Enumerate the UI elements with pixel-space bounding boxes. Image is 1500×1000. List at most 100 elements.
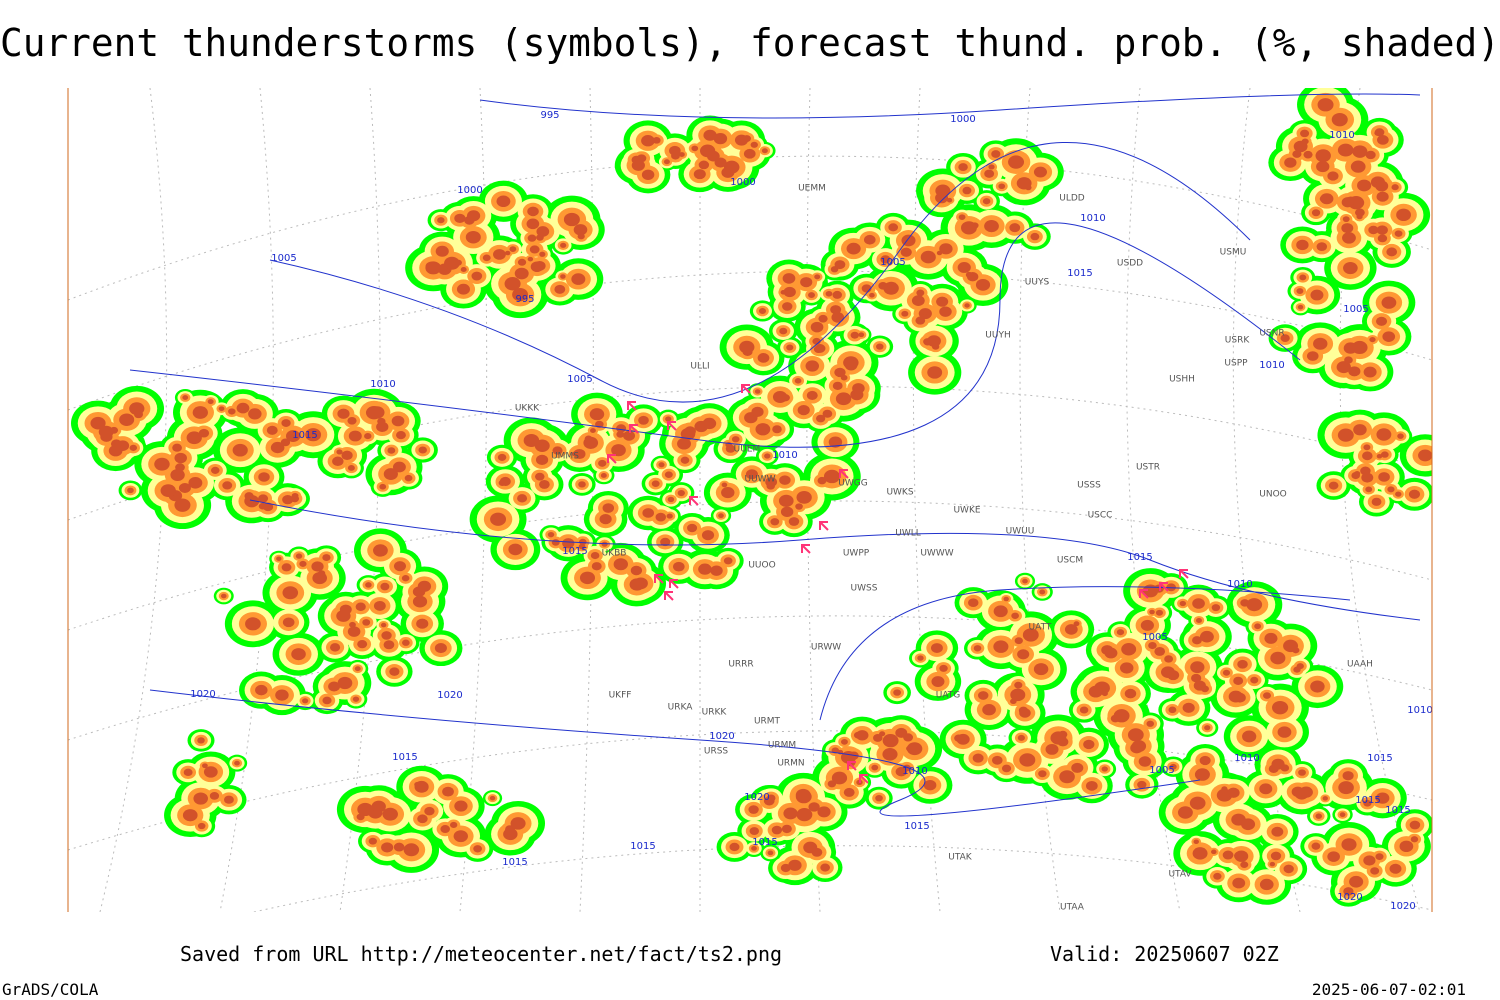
prob-blob [731, 436, 740, 443]
prob-blob [573, 224, 588, 236]
prob-blob [1351, 471, 1360, 480]
prob-blob [193, 792, 208, 805]
prob-blob [858, 332, 865, 338]
station-label: UWUU [1006, 527, 1035, 537]
isobar-label: 1015 [392, 752, 417, 763]
station-label: USSS [1077, 481, 1101, 491]
prob-blob [779, 327, 788, 335]
prob-blob [1148, 641, 1157, 650]
isobar-label: 1005 [880, 257, 905, 268]
thunderstorm-symbols [607, 384, 1189, 784]
prob-blob [1149, 609, 1155, 615]
prob-blob [807, 292, 816, 298]
prob-blob [599, 514, 612, 525]
prob-blob [1271, 826, 1284, 837]
thunderstorm-symbol [607, 454, 617, 464]
prob-blob [554, 284, 566, 294]
prob-blob [503, 828, 518, 841]
prob-blob [1200, 685, 1209, 693]
prob-blob [1237, 659, 1248, 669]
prob-blob [295, 553, 303, 559]
prob-blob [317, 570, 326, 577]
prob-blob [1113, 709, 1130, 723]
prob-blob [170, 469, 185, 481]
prob-blob [482, 254, 491, 262]
prob-blob [529, 245, 540, 254]
prob-blob [1269, 861, 1276, 867]
prob-blob [779, 475, 791, 485]
prob-blob [1154, 646, 1166, 656]
prob-blob [761, 148, 768, 154]
prob-blob [1363, 855, 1376, 866]
prob-blob [796, 808, 813, 822]
prob-blob [721, 482, 728, 488]
prob-blob [1259, 783, 1273, 795]
prob-blob [629, 578, 645, 591]
prob-blob [1361, 472, 1374, 483]
prob-blob [1320, 193, 1334, 205]
prob-blob [402, 639, 410, 646]
station-label: USDD [1117, 259, 1143, 269]
prob-blob [900, 247, 912, 257]
station-label: URKK [702, 708, 728, 718]
prob-blob [465, 230, 481, 244]
prob-blob [578, 543, 586, 550]
station-label: ULDD [1059, 194, 1085, 204]
isobar [479, 93, 1421, 119]
prob-blob [182, 809, 198, 822]
prob-blob [291, 648, 306, 661]
isobar-label: 1010 [1234, 753, 1259, 764]
prob-blob [357, 639, 368, 649]
prob-blob [1397, 433, 1404, 439]
prob-blob [536, 226, 550, 237]
prob-blob [958, 214, 966, 220]
prob-blob [652, 137, 661, 144]
prob-blob [371, 800, 386, 813]
prob-blob [701, 530, 715, 541]
prob-blob [1222, 669, 1231, 676]
isobar [149, 689, 1201, 817]
prob-blob [1270, 851, 1282, 861]
prob-blob [1169, 763, 1177, 770]
prob-blob [1300, 129, 1310, 138]
prob-blob [454, 259, 462, 266]
prob-blob [454, 213, 466, 223]
prob-blob [1140, 619, 1154, 631]
prob-blob [800, 277, 813, 288]
prob-blob [823, 469, 841, 484]
prob-blob [1030, 232, 1040, 241]
prob-blob [383, 468, 398, 480]
prob-blob [984, 219, 999, 233]
prob-blob [490, 512, 507, 526]
isobar-label: 1020 [1337, 892, 1362, 903]
prob-blob [471, 271, 483, 281]
prob-blob [1299, 274, 1307, 281]
isobar-label: 1015 [1367, 753, 1392, 764]
thunderstorm-symbol [819, 521, 829, 531]
prob-blob [1389, 863, 1402, 874]
prob-blob [1085, 780, 1098, 791]
prob-blob [1064, 624, 1078, 635]
prob-blob [1071, 762, 1084, 773]
prob-blob [766, 482, 775, 490]
prob-blob [1331, 112, 1348, 127]
thunderstorm-symbol [629, 424, 639, 434]
prob-blob [416, 618, 429, 629]
thunderstorm-symbol [741, 384, 751, 394]
prob-blob [600, 472, 607, 478]
prob-blob [962, 186, 972, 195]
prob-blob [781, 824, 792, 834]
prob-blob [816, 414, 826, 423]
prob-blob [380, 582, 390, 591]
prob-blob [957, 261, 971, 273]
isobar-label: 1020 [437, 690, 462, 701]
prob-shading [90, 98, 1432, 896]
prob-blob [703, 129, 717, 141]
isobar-label: 1005 [567, 374, 592, 385]
prob-blob [377, 417, 386, 425]
thunderstorm-symbol [654, 574, 664, 584]
parallel [68, 730, 1432, 851]
prob-blob [921, 310, 928, 315]
station-label: ULLI [690, 362, 709, 372]
prob-blob [616, 424, 627, 433]
